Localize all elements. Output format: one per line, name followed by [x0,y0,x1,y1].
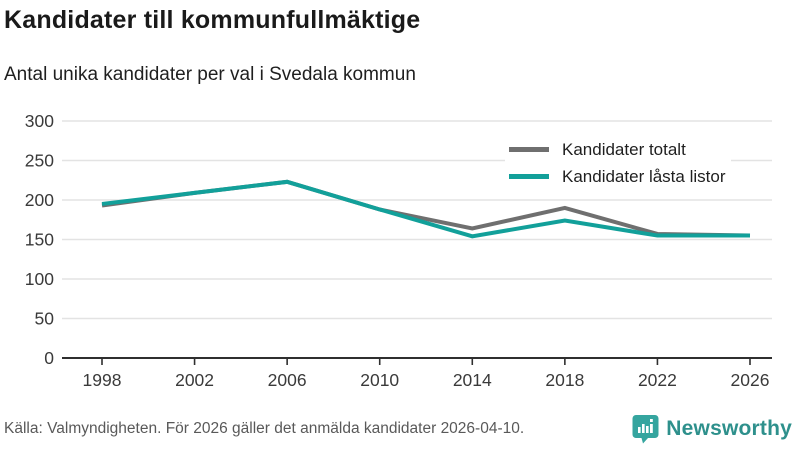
y-axis-label: 200 [25,190,54,210]
x-axis-label: 2010 [360,370,399,390]
x-axis-label: 2014 [453,370,492,390]
x-axis-label: 2026 [731,370,770,390]
legend-label-locked-lists: Kandidater låsta listor [562,166,726,186]
chart-area: 0 50 100 150 200 250 300 1998 2002 2006 2010 2014 20… [0,105,800,405]
newsworthy-bubble-icon [632,415,659,444]
x-axis-label: 2018 [545,370,584,390]
legend-swatch-locked-lists [509,174,549,179]
chart-title: Kandidater till kommunfullmäktige [4,6,421,34]
x-axis-label: 2002 [175,370,214,390]
y-axis-label: 150 [25,230,54,250]
chart-footer: Källa: Valmyndigheten. För 2026 gäller d… [4,414,792,444]
x-axis-label: 2006 [268,370,307,390]
chart-subtitle: Antal unika kandidater per val i Svedala… [4,64,416,85]
x-axis-label: 2022 [638,370,677,390]
legend-item-locked-lists: Kandidater låsta listor [509,163,725,190]
chart-canvas: 0 50 100 150 200 250 300 1998 2002 2006 2010 2014 20… [25,111,772,390]
y-axis-label: 50 [35,309,55,329]
x-axis-label: 1998 [83,370,122,390]
source-note: Källa: Valmyndigheten. För 2026 gäller d… [4,420,525,437]
legend-label-total: Kandidater totalt [562,139,686,159]
series-line-kandidater-l-sta-listor [101,179,750,239]
newsworthy-logo: Newsworthy [632,414,792,444]
y-axis-label: 0 [44,348,54,368]
chart-legend: Kandidater totalt Kandidater låsta listo… [505,134,732,192]
y-axis-label: 300 [25,111,54,131]
y-axis-label: 100 [25,269,54,289]
legend-item-total: Kandidater totalt [509,136,725,163]
legend-swatch-total [509,147,549,152]
newsworthy-wordmark: Newsworthy [666,417,792,440]
y-axis-label: 250 [25,151,54,171]
